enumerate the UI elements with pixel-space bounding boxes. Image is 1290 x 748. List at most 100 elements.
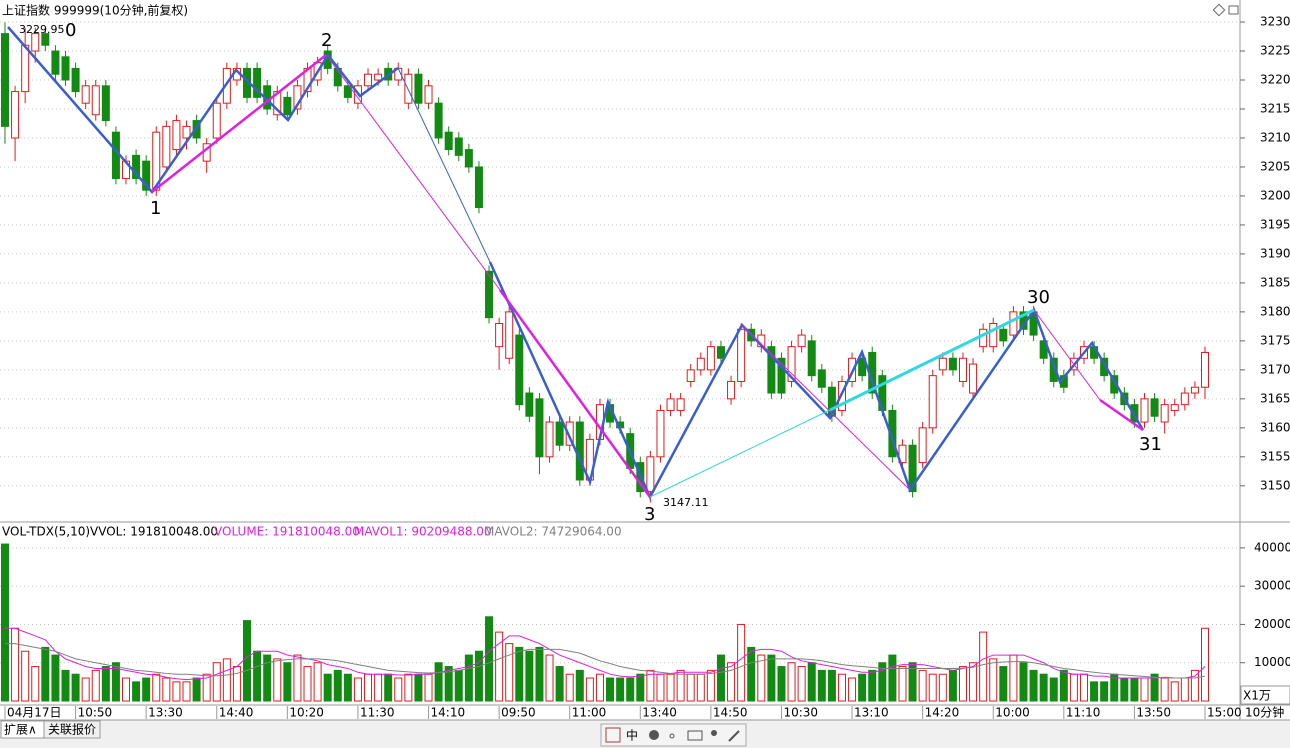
volume-unit: X1万 [1243,689,1271,703]
volume-bar [616,677,625,702]
y-tick-label: 40000 [1254,540,1290,554]
candle-body [162,125,171,168]
volume-bar [1049,677,1058,702]
x-tick-label: 15:00 [1207,706,1242,720]
y-tick-label: 3150 [1260,478,1290,492]
zigzag-magenta [1099,398,1144,432]
wave-label: 2 [321,30,332,51]
candle-body [706,346,715,371]
candle-body [273,91,282,116]
zigzag-magenta [151,54,327,193]
wave-label: 1 [150,198,161,219]
candle-body [1100,357,1109,377]
toolbar-icon[interactable] [728,730,740,742]
volume-bar [777,666,786,702]
volume-readout: VVOL: 191810048.00 [90,525,218,539]
volume-bar [928,673,937,702]
x-tick-label: 13:40 [642,706,677,720]
candle-body [1110,375,1119,394]
candle-body [958,357,967,382]
tab[interactable] [43,720,101,739]
candle-body [444,131,453,151]
candle-body [898,444,907,464]
volume-bar [535,646,544,702]
volume-bar [495,631,504,702]
volume-ma-line [5,643,1206,679]
volume-bar [474,650,483,702]
y-tick-label: 3170 [1260,362,1290,376]
volume-bar [61,669,70,702]
candle-body [565,421,574,446]
volume-bar [999,666,1008,702]
candle-body [11,91,20,139]
toolbar-icon[interactable] [687,730,703,741]
toolbar-icon[interactable] [605,727,621,743]
candle-body [686,369,695,382]
y-tick-label: 3225 [1260,44,1290,58]
y-tick-label: 3205 [1260,159,1290,173]
x-tick-label: 13:50 [1136,706,1171,720]
icon-diamond[interactable] [1212,3,1226,17]
period-label[interactable]: 10分钟 [1245,705,1284,720]
candle-body [817,369,826,388]
volume-bar [888,654,897,702]
wave-label: 30 [1027,287,1050,308]
candle-body [1009,311,1018,336]
y-tick-label: 3165 [1260,391,1290,405]
volume-bar [101,666,110,702]
volume-bar [192,677,201,702]
volume-bar [1100,681,1109,702]
volume-bar [232,666,241,702]
candle-body [364,73,373,87]
candle-body [464,149,473,168]
volume-bar [666,673,675,702]
candle-body [71,67,80,93]
candle-body [1150,398,1159,417]
candle-body [676,398,685,411]
toolbar-label[interactable]: 中 [626,728,638,743]
volume-bar [737,623,746,702]
volume-bar [1130,677,1139,702]
toolbar-icon[interactable] [669,733,675,739]
tab-label[interactable]: 扩展∧ [4,723,37,737]
candle-body [21,44,30,93]
candle-body [132,154,141,180]
candle-body [737,328,746,382]
candle-body [938,357,947,371]
candle-body [797,334,806,348]
y-tick-label: 3200 [1260,188,1290,202]
volume-bar [243,620,252,702]
volume-bar [807,662,816,702]
toolbar-icon[interactable] [711,730,717,736]
x-tick-label: 11:00 [572,706,607,720]
volume-bar [1090,681,1099,702]
volume-bar [636,673,645,702]
candle-body [222,67,231,104]
volume-bar [182,681,191,702]
volume-bar [1019,662,1028,702]
candle-body [918,427,927,464]
tab-label[interactable]: 关联报价 [48,722,96,737]
volume-bar [706,669,715,702]
toolbar-icon[interactable] [649,730,659,740]
volume-bar [454,669,463,702]
volume-bar [51,654,60,702]
icon-window[interactable] [1228,5,1239,15]
volume-bar [938,673,947,702]
volume-bar [797,666,806,702]
volume-bar [81,677,90,702]
candle-body [858,357,867,377]
x-tick-label: 11:10 [1066,706,1101,720]
volume-bar [152,673,161,702]
candle-body [212,102,221,139]
volume-ma-line [5,627,1206,681]
volume-bar [1039,673,1048,702]
volume-bar [1170,681,1179,702]
candle-body [777,357,786,394]
volume-bar [122,677,131,702]
volume-bar [464,654,473,702]
volume-bar [91,669,100,702]
volume-bar [394,677,403,702]
y-tick-label: 3215 [1260,101,1290,115]
